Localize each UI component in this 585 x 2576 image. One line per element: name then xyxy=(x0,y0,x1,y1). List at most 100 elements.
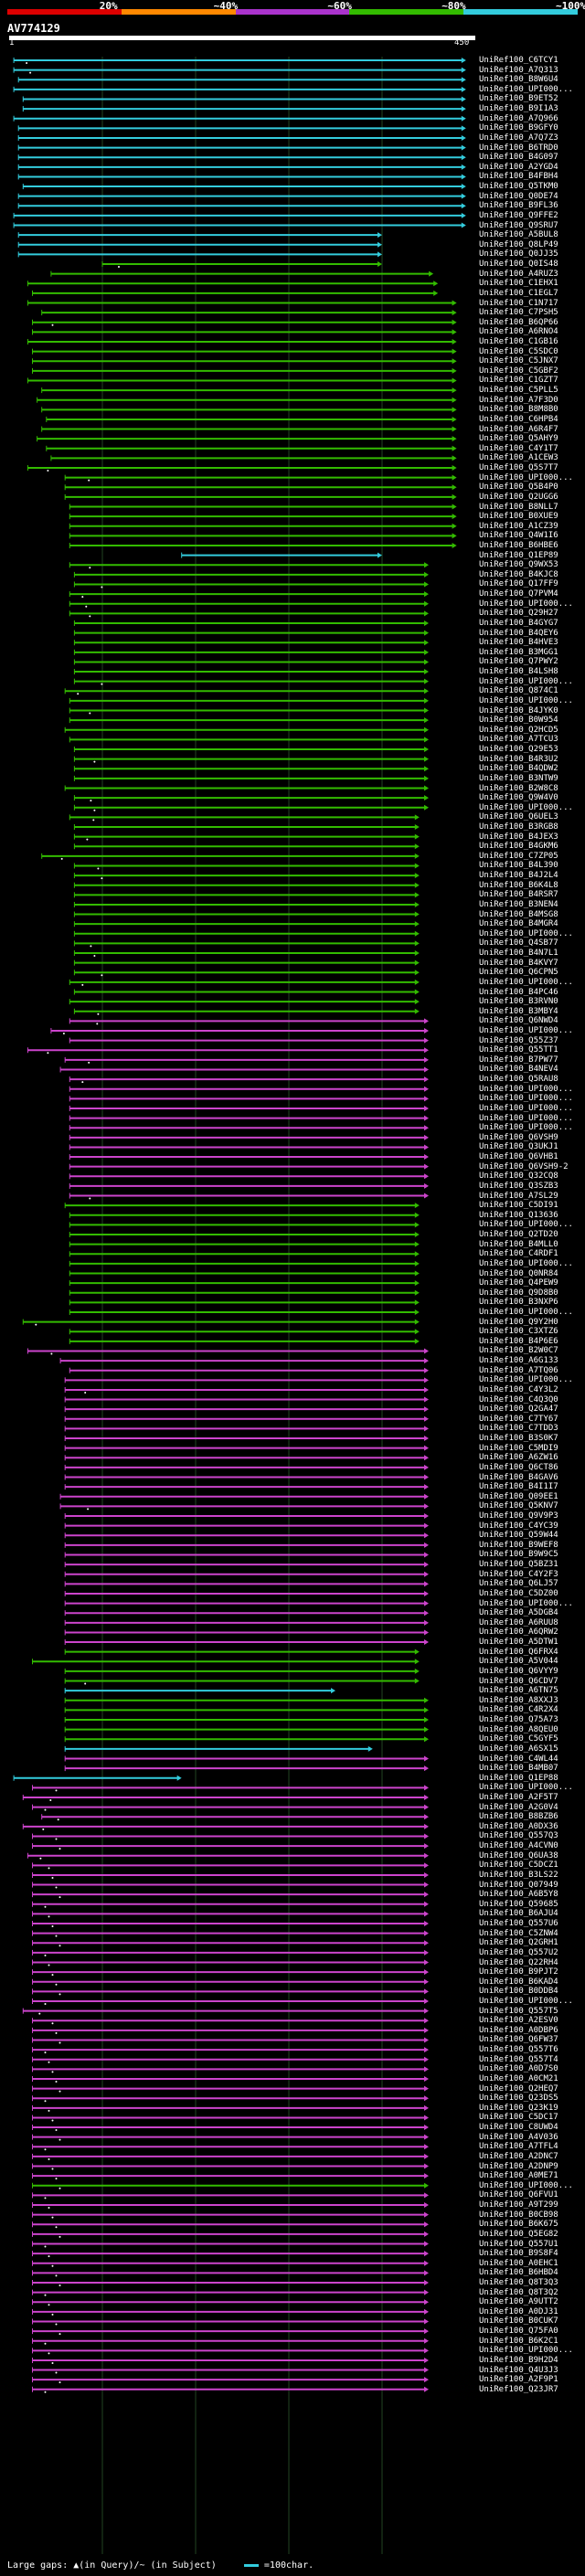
hit-label[interactable]: UniRef100_Q6LJ57 xyxy=(479,1579,558,1589)
hit-label[interactable]: UniRef100_Q5EG82 xyxy=(479,2229,558,2239)
hit-label[interactable]: UniRef100_A0CM21 xyxy=(479,2073,558,2083)
hit-label[interactable]: UniRef100_A7Q313 xyxy=(479,65,558,75)
hit-label[interactable]: UniRef100_A2G0V4 xyxy=(479,1802,558,1812)
hit-label[interactable]: UniRef100_B4JEX3 xyxy=(479,832,558,842)
hit-label[interactable]: UniRef100_UPI000... xyxy=(479,1598,573,1608)
hit-label[interactable]: UniRef100_Q55TT1 xyxy=(479,1045,558,1055)
hit-label[interactable]: UniRef100_A7Q7Z3 xyxy=(479,133,558,143)
hit-label[interactable]: UniRef100_B2W8C8 xyxy=(479,783,558,793)
hit-label[interactable]: UniRef100_A2YGD4 xyxy=(479,162,558,172)
hit-label[interactable]: UniRef100_UPI000... xyxy=(479,1123,573,1133)
hit-label[interactable]: UniRef100_A6RNO4 xyxy=(479,327,558,337)
hit-label[interactable]: UniRef100_B4LSH8 xyxy=(479,667,558,677)
hit-label[interactable]: UniRef100_Q8T3Q3 xyxy=(479,2277,558,2287)
hit-label[interactable]: UniRef100_C5DCZ1 xyxy=(479,1860,558,1871)
hit-label[interactable]: UniRef100_A7F3D0 xyxy=(479,395,558,405)
hit-label[interactable]: UniRef100_B9FL36 xyxy=(479,201,558,211)
hit-label[interactable]: UniRef100_C6TCY1 xyxy=(479,56,558,65)
hit-label[interactable]: UniRef100_B0CUK7 xyxy=(479,2316,558,2327)
hit-label[interactable]: UniRef100_Q6FVU1 xyxy=(479,2190,558,2200)
hit-label[interactable]: UniRef100_B4GYG7 xyxy=(479,618,558,628)
hit-label[interactable]: UniRef100_A8QEU0 xyxy=(479,1724,558,1734)
hit-label[interactable]: UniRef100_B4GAV6 xyxy=(479,1472,558,1482)
hit-label[interactable]: UniRef100_Q2GRH1 xyxy=(479,1938,558,1948)
hit-label[interactable]: UniRef100_B6KAD4 xyxy=(479,1977,558,1987)
hit-label[interactable]: UniRef100_A6SX15 xyxy=(479,1744,558,1754)
hit-label[interactable]: UniRef100_B9ET52 xyxy=(479,94,558,104)
hit-label[interactable]: UniRef100_C4WL44 xyxy=(479,1754,558,1764)
hit-label[interactable]: UniRef100_Q5RAU8 xyxy=(479,1075,558,1085)
hit-label[interactable]: UniRef100_A6B5Y8 xyxy=(479,1890,558,1900)
hit-label[interactable]: UniRef100_Q4U3J3 xyxy=(479,2365,558,2375)
hit-label[interactable]: UniRef100_Q7PWY2 xyxy=(479,657,558,667)
hit-label[interactable]: UniRef100_UPI000... xyxy=(479,1258,573,1268)
hit-label[interactable]: UniRef100_A1CZ39 xyxy=(479,521,558,531)
hit-label[interactable]: UniRef100_Q29H27 xyxy=(479,609,558,619)
hit-label[interactable]: UniRef100_Q9V9P3 xyxy=(479,1511,558,1521)
hit-label[interactable]: UniRef100_B3RVN0 xyxy=(479,997,558,1007)
hit-label[interactable]: UniRef100_Q3UKJ1 xyxy=(479,1142,558,1152)
hit-label[interactable]: UniRef100_B4N7L1 xyxy=(479,949,558,959)
hit-label[interactable]: UniRef100_B3MBY4 xyxy=(479,1006,558,1016)
hit-label[interactable]: UniRef100_Q557Q3 xyxy=(479,1831,558,1841)
hit-label[interactable]: UniRef100_Q13636 xyxy=(479,1210,558,1220)
hit-label[interactable]: UniRef100_C4Y1T7 xyxy=(479,443,558,453)
hit-label[interactable]: UniRef100_Q22RH4 xyxy=(479,1957,558,1967)
hit-label[interactable]: UniRef100_Q5B4P0 xyxy=(479,482,558,493)
hit-label[interactable]: UniRef100_A7TFL4 xyxy=(479,2142,558,2152)
hit-label[interactable]: UniRef100_Q557U2 xyxy=(479,1947,558,1957)
hit-label[interactable]: UniRef100_Q59W44 xyxy=(479,1531,558,1541)
hit-label[interactable]: UniRef100_A2DNP9 xyxy=(479,2161,558,2171)
hit-label[interactable]: UniRef100_A9T299 xyxy=(479,2200,558,2210)
hit-label[interactable]: UniRef100_B0XUE9 xyxy=(479,512,558,522)
hit-label[interactable]: UniRef100_A5V044 xyxy=(479,1657,558,1667)
hit-label[interactable]: UniRef100_B9H2D4 xyxy=(479,2355,558,2365)
hit-label[interactable]: UniRef100_A6ZW16 xyxy=(479,1453,558,1463)
hit-label[interactable]: UniRef100_Q1EP89 xyxy=(479,550,558,560)
hit-label[interactable]: UniRef100_Q5BZ31 xyxy=(479,1560,558,1570)
hit-label[interactable]: UniRef100_B6K2C1 xyxy=(479,2336,558,2346)
hit-label[interactable]: UniRef100_A0D7S0 xyxy=(479,2064,558,2074)
hit-label[interactable]: UniRef100_B4RSR7 xyxy=(479,890,558,900)
hit-label[interactable]: UniRef100_A7TQ06 xyxy=(479,1365,558,1375)
hit-label[interactable]: UniRef100_UPI000... xyxy=(479,84,573,94)
hit-label[interactable]: UniRef100_C5JNX7 xyxy=(479,356,558,366)
hit-label[interactable]: UniRef100_B9S8F4 xyxy=(479,2249,558,2259)
hit-label[interactable]: UniRef100_Q23JR7 xyxy=(479,2384,558,2394)
hit-label[interactable]: UniRef100_C4RDF1 xyxy=(479,1249,558,1259)
hit-label[interactable]: UniRef100_Q2GA47 xyxy=(479,1405,558,1415)
hit-label[interactable]: UniRef100_C5PLL5 xyxy=(479,386,558,396)
hit-label[interactable]: UniRef100_UPI000... xyxy=(479,928,573,938)
hit-label[interactable]: UniRef100_B0W954 xyxy=(479,716,558,726)
hit-label[interactable]: UniRef100_A4CVN0 xyxy=(479,1841,558,1851)
hit-label[interactable]: UniRef100_Q2TD20 xyxy=(479,1230,558,1240)
hit-label[interactable]: UniRef100_B3LS22 xyxy=(479,1870,558,1880)
hit-label[interactable]: UniRef100_B9PJT2 xyxy=(479,1967,558,1977)
hit-label[interactable]: UniRef100_Q6VSH9 xyxy=(479,1132,558,1142)
hit-label[interactable]: UniRef100_C5GYF5 xyxy=(479,1734,558,1744)
hit-label[interactable]: UniRef100_Q6CPN5 xyxy=(479,968,558,978)
hit-label[interactable]: UniRef100_A6G133 xyxy=(479,1356,558,1366)
hit-label[interactable]: UniRef100_C5SDC0 xyxy=(479,346,558,356)
hit-label[interactable]: UniRef100_Q557U6 xyxy=(479,1919,558,1929)
hit-label[interactable]: UniRef100_Q557U1 xyxy=(479,2239,558,2249)
hit-label[interactable]: UniRef100_Q6FW37 xyxy=(479,2035,558,2045)
hit-label[interactable]: UniRef100_UPI000... xyxy=(479,1094,573,1104)
hit-label[interactable]: UniRef100_B9I1A3 xyxy=(479,104,558,114)
hit-label[interactable]: UniRef100_B6QP66 xyxy=(479,317,558,327)
hit-label[interactable]: UniRef100_A8XXJ3 xyxy=(479,1695,558,1705)
hit-label[interactable]: UniRef100_C7TY67 xyxy=(479,1414,558,1424)
hit-label[interactable]: UniRef100_B4QDW2 xyxy=(479,764,558,774)
hit-label[interactable]: UniRef100_C1N717 xyxy=(479,298,558,308)
hit-label[interactable]: UniRef100_C4Y2F3 xyxy=(479,1569,558,1579)
hit-label[interactable]: UniRef100_A6R4F7 xyxy=(479,424,558,434)
hit-label[interactable]: UniRef100_UPI000... xyxy=(479,1103,573,1113)
hit-label[interactable]: UniRef100_A2F5T7 xyxy=(479,1792,558,1802)
hit-label[interactable]: UniRef100_A0DBP6 xyxy=(479,2025,558,2035)
hit-label[interactable]: UniRef100_C5ZNW4 xyxy=(479,1928,558,1938)
hit-label[interactable]: UniRef100_Q29E53 xyxy=(479,745,558,755)
hit-label[interactable]: UniRef100_Q2HEQ7 xyxy=(479,2083,558,2094)
hit-label[interactable]: UniRef100_B8W6U4 xyxy=(479,75,558,85)
hit-label[interactable]: UniRef100_Q9FFE2 xyxy=(479,210,558,220)
hit-label[interactable]: UniRef100_B4PC46 xyxy=(479,987,558,997)
